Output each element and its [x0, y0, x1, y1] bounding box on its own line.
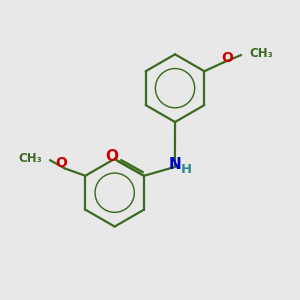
Text: N: N: [169, 157, 182, 172]
Text: O: O: [106, 149, 119, 164]
Text: CH₃: CH₃: [18, 152, 42, 165]
Text: O: O: [221, 51, 233, 65]
Text: H: H: [181, 163, 192, 176]
Text: CH₃: CH₃: [249, 47, 273, 60]
Text: O: O: [55, 156, 67, 170]
